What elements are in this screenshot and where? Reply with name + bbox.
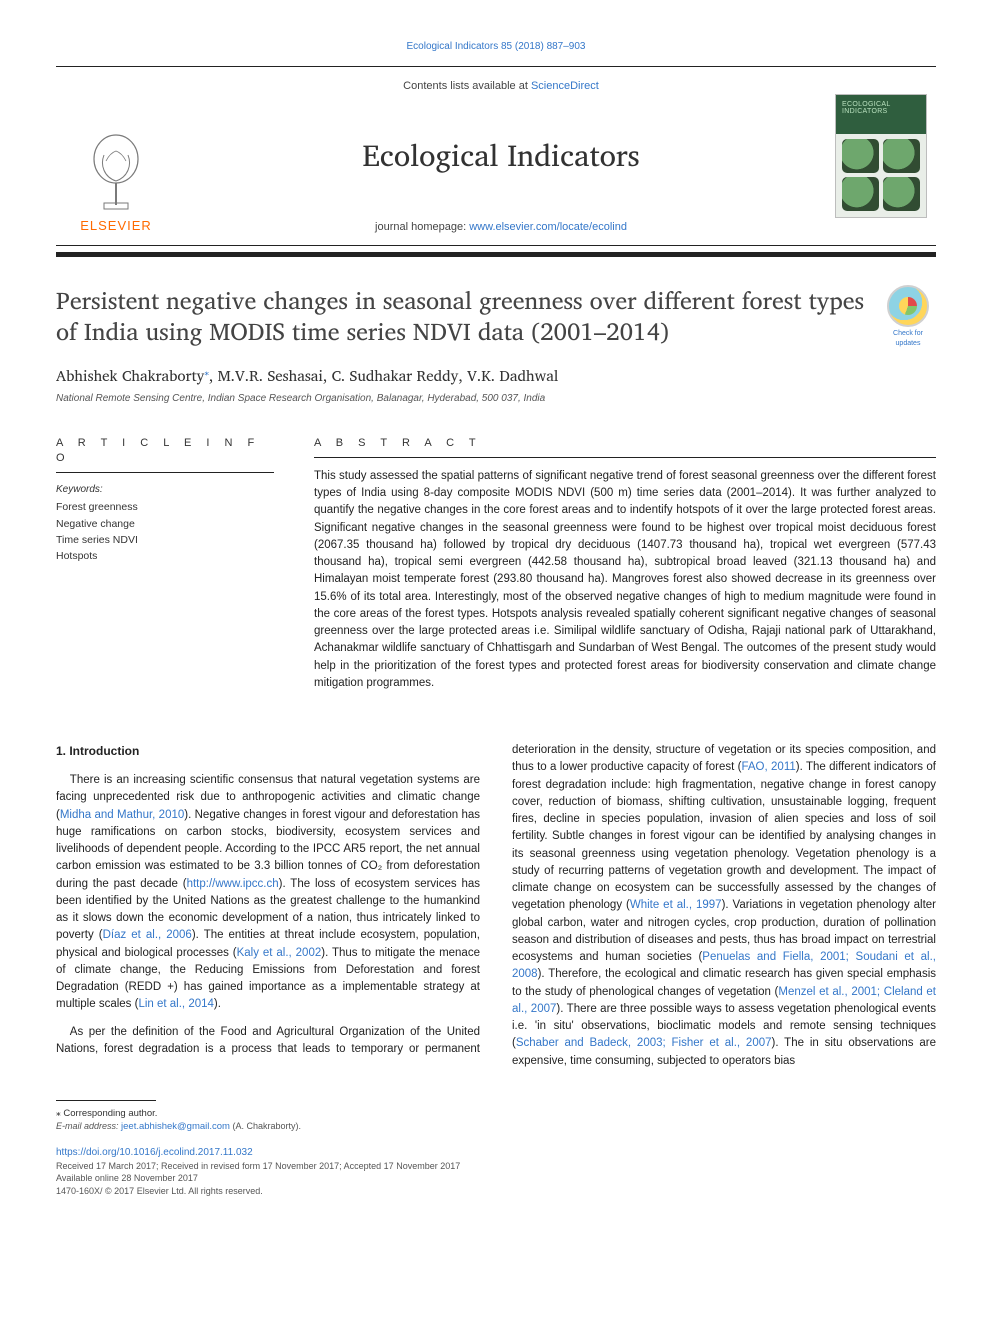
- footnotes: ⁎ Corresponding author. E-mail address: …: [56, 1107, 936, 1197]
- doi-link[interactable]: https://doi.org/10.1016/j.ecolind.2017.1…: [56, 1147, 253, 1158]
- crossmark-label: Check for updates: [880, 329, 936, 349]
- email-label: E-mail address:: [56, 1121, 121, 1131]
- abstract-text: This study assessed the spatial patterns…: [314, 468, 936, 692]
- crossmark-icon: [887, 285, 929, 327]
- email-suffix: (A. Chakraborty).: [230, 1121, 301, 1131]
- body-text: ).: [214, 998, 221, 1010]
- author-list: Abhishek Chakraborty⁎, M.V.R. Seshasai, …: [56, 365, 936, 386]
- sciencedirect-link[interactable]: ScienceDirect: [531, 80, 599, 92]
- citation-link[interactable]: Kaly et al., 2002: [237, 947, 322, 959]
- citation-link[interactable]: FAO, 2011: [741, 761, 795, 773]
- abstract-block: A B S T R A C T This study assessed the …: [314, 436, 936, 693]
- keywords-label: Keywords:: [56, 483, 274, 497]
- citation-link[interactable]: http://www.ipcc.ch: [187, 878, 279, 890]
- elsevier-tree-icon: [86, 131, 146, 211]
- author-rest: , M.V.R. Seshasai, C. Sudhakar Reddy, V.…: [209, 363, 558, 388]
- history-line: Received 17 March 2017; Received in revi…: [56, 1160, 936, 1173]
- citation-link[interactable]: Midha and Mathur, 2010: [60, 809, 184, 821]
- citation-link[interactable]: Lin et al., 2014: [138, 998, 213, 1010]
- corresponding-note: ⁎ Corresponding author.: [56, 1107, 936, 1120]
- article-info-head: A R T I C L E I N F O: [56, 436, 274, 474]
- online-line: Available online 28 November 2017: [56, 1172, 936, 1185]
- homepage-prefix: journal homepage:: [375, 221, 469, 233]
- cover-title-text: ECOLOGICAL INDICATORS: [842, 101, 926, 115]
- masthead: ELSEVIER Contents lists available at Sci…: [56, 66, 936, 246]
- author-corresponding: Abhishek Chakraborty: [56, 363, 205, 388]
- contents-prefix: Contents lists available at: [403, 80, 531, 92]
- contents-line: Contents lists available at ScienceDirec…: [184, 79, 818, 94]
- footnote-rule: [56, 1100, 156, 1101]
- affiliation: National Remote Sensing Centre, Indian S…: [56, 392, 936, 406]
- copyright-line: 1470-160X/ © 2017 Elsevier Ltd. All righ…: [56, 1185, 936, 1198]
- homepage-line: journal homepage: www.elsevier.com/locat…: [184, 220, 818, 235]
- abstract-head: A B S T R A C T: [314, 436, 936, 458]
- section-heading: 1. Introduction: [56, 742, 480, 760]
- corresponding-email-link[interactable]: jeet.abhishek@gmail.com: [121, 1121, 230, 1132]
- citation-link[interactable]: White et al., 1997: [630, 899, 722, 911]
- running-citation: Ecological Indicators 85 (2018) 887–903: [56, 40, 936, 54]
- body-text: ). The different indicators of forest de…: [512, 761, 936, 911]
- journal-cover-thumb: ECOLOGICAL INDICATORS: [826, 67, 936, 245]
- citation-link[interactable]: Schaber and Badeck, 2003; Fisher et al.,…: [516, 1037, 772, 1049]
- crossmark-badge[interactable]: Check for updates: [880, 285, 936, 349]
- article-title: Persistent negative changes in seasonal …: [56, 285, 868, 347]
- body-columns: 1. Introduction There is an increasing s…: [56, 742, 936, 1070]
- body-paragraph: There is an increasing scientific consen…: [56, 772, 480, 1014]
- journal-homepage-link[interactable]: www.elsevier.com/locate/ecolind: [469, 221, 627, 233]
- article-info-block: A R T I C L E I N F O Keywords: Forest g…: [56, 436, 274, 693]
- publisher-wordmark: ELSEVIER: [80, 217, 152, 235]
- keywords-list: Forest greenness Negative change Time se…: [56, 499, 274, 564]
- thick-rule: [56, 252, 936, 257]
- journal-title: Ecological Indicators: [184, 135, 818, 177]
- publisher-logo: ELSEVIER: [56, 67, 176, 245]
- citation-link[interactable]: Díaz et al., 2006: [103, 929, 192, 941]
